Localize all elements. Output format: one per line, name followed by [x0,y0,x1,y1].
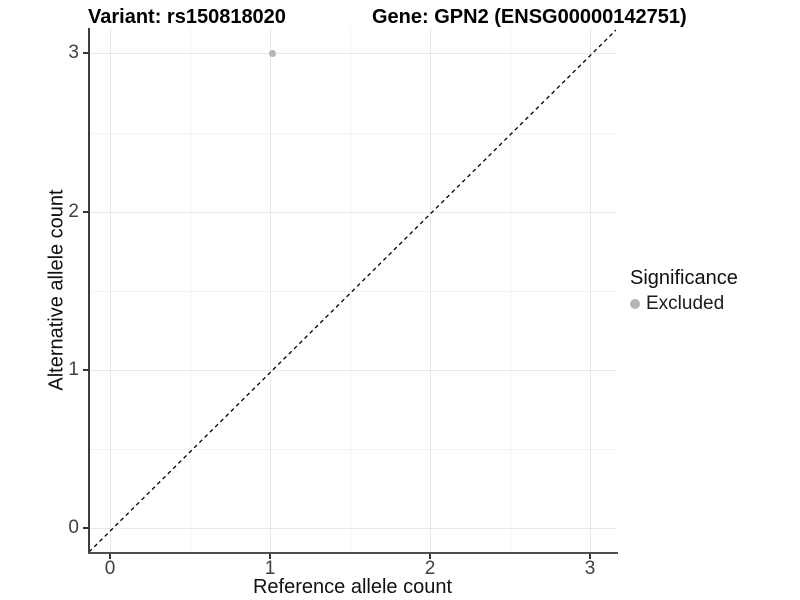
data-point-excluded [269,50,276,57]
x-tick-label-3: 3 [584,558,596,579]
x-axis-title: Reference allele count [252,576,452,598]
x-tick-label-1: 1 [264,558,276,579]
legend-key-dot-icon [630,299,640,309]
legend-entry-label: Excluded [646,293,725,314]
y-tick-3 [83,52,88,54]
y-tick-2 [83,211,88,213]
plot-title-gene: Gene: GPN2 (ENSG00000142751) [372,6,687,28]
plot-panel [89,28,616,552]
x-tick-3 [589,554,591,559]
plot-title-variant: Variant: rs150818020 [88,6,286,28]
gridline-minor-y-0.5 [89,449,616,450]
gridline-minor-x-2.5 [510,28,511,552]
y-tick-label-2: 2 [68,201,79,222]
legend-entry-excluded: Excluded [630,293,738,315]
gridline-major-y-2 [89,212,616,213]
x-tick-label-2: 2 [424,558,436,579]
x-tick-label-0: 0 [104,558,116,579]
legend-title: Significance [630,267,738,289]
y-axis-line [88,28,90,554]
y-tick-1 [83,369,88,371]
gridline-minor-y-2.5 [89,133,616,134]
gridline-major-y-0 [89,528,616,529]
x-tick-0 [109,554,111,559]
gridline-major-y-1 [89,370,616,371]
gridline-major-x-1 [270,28,271,552]
gridline-major-x-0 [110,28,111,552]
gridline-minor-x-1.5 [350,28,351,552]
gridline-major-y-3 [89,53,616,54]
y-tick-0 [83,527,88,529]
y-tick-label-0: 0 [68,517,79,538]
gridline-major-x-2 [430,28,431,552]
gridline-minor-x-0.5 [190,28,191,552]
y-tick-label-3: 3 [68,42,79,63]
x-tick-2 [429,554,431,559]
x-tick-1 [269,554,271,559]
identity-line [89,29,616,552]
y-axis-title: Alternative allele count [45,189,68,391]
legend: Significance Excluded [630,267,738,315]
x-axis-line [88,552,618,554]
y-tick-label-1: 1 [68,359,79,380]
gridline-major-x-3 [590,28,591,552]
